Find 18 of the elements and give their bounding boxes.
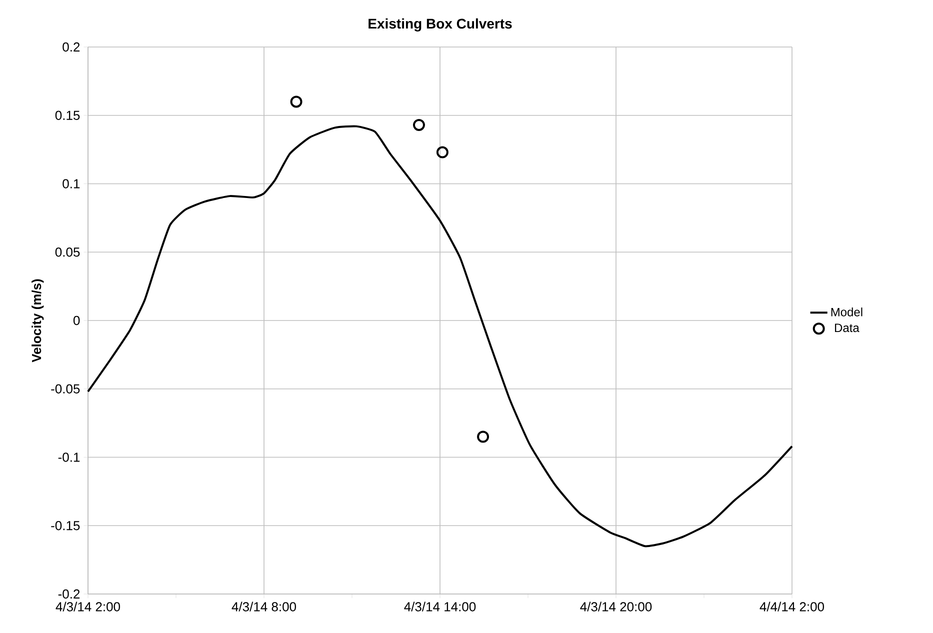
x-tick-label: 4/3/14 2:00: [56, 602, 120, 612]
x-tick-label: 4/3/14 8:00: [232, 602, 296, 612]
x-tick-label: 4/4/14 2:00: [760, 602, 824, 612]
y-tick-label: 0.05: [55, 248, 80, 257]
y-tick-label: -0.1: [58, 452, 80, 462]
y-tick-label: 0.15: [55, 110, 80, 120]
y-tick-label: -0.15: [51, 521, 80, 530]
y-tick-label: 0.2: [62, 42, 80, 52]
y-tick-label: 0.1: [62, 179, 80, 188]
legend-label: Data: [835, 324, 860, 332]
legend-label: Model: [831, 308, 862, 316]
y-tick-label: -0.2: [58, 589, 80, 599]
x-tick-label: 4/3/14 14:00: [404, 602, 476, 612]
chart-title: Existing Box Culverts: [368, 18, 512, 32]
y-axis-title: Velocity (m/s): [32, 279, 44, 362]
y-tick-label: 0: [73, 316, 80, 326]
y-tick-label: -0.05: [51, 384, 80, 394]
x-tick-label: 4/3/14 20:00: [580, 602, 652, 612]
